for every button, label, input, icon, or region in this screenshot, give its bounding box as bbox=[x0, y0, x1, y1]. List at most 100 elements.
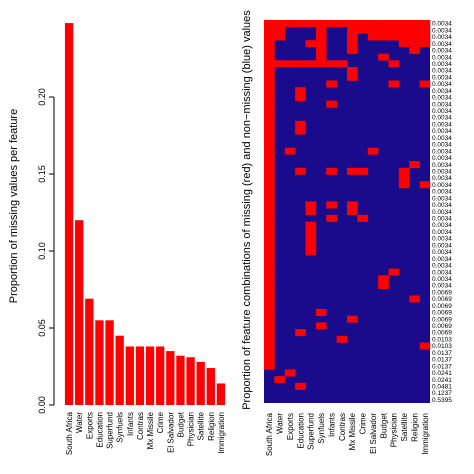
heatmap-cell-missing bbox=[315, 40, 327, 48]
heatmap-row-label: 0.0034 bbox=[432, 168, 452, 175]
bar-x-tick-label: Superfund bbox=[106, 412, 115, 449]
heatmap-cell-missing bbox=[347, 315, 358, 323]
heatmap-row-label: 0.0034 bbox=[432, 155, 452, 162]
heatmap-cell-missing bbox=[305, 235, 317, 243]
heatmap-row-label: 0.0034 bbox=[432, 81, 452, 88]
heatmap-row-label: 0.0034 bbox=[432, 249, 452, 256]
heatmap-cell-missing bbox=[264, 33, 275, 41]
heatmap-cell-missing bbox=[264, 288, 275, 296]
heatmap-cell-missing bbox=[264, 127, 275, 135]
heatmap-cell-missing bbox=[264, 53, 275, 61]
heatmap-cell-missing bbox=[264, 355, 275, 363]
heatmap-cell-missing bbox=[315, 53, 327, 61]
heatmap-cell-missing bbox=[347, 33, 358, 41]
heatmap-cell-missing bbox=[264, 161, 275, 169]
bar-chart-y-axis: 0.00 0.05 0.10 0.15 0.20 bbox=[37, 88, 55, 414]
bar-x-tick-label: Physician bbox=[187, 412, 196, 446]
heatmap-cell-missing bbox=[388, 20, 400, 28]
heatmap-cell-missing bbox=[264, 282, 275, 290]
heatmap-cell-missing bbox=[409, 26, 420, 34]
heatmap-cell-missing bbox=[295, 20, 306, 28]
heatmap-cell-missing bbox=[264, 194, 275, 202]
heatmap-cell-missing bbox=[264, 255, 275, 263]
heatmap-row-label: 0.0034 bbox=[432, 195, 452, 202]
bar-15 bbox=[206, 368, 215, 405]
heatmap-cell-missing bbox=[315, 46, 327, 54]
heatmap-cell-missing bbox=[388, 60, 400, 68]
heatmap-cell-missing bbox=[264, 73, 275, 81]
heatmap-cell-missing bbox=[367, 26, 379, 34]
heatmap-row-label: 0.0034 bbox=[432, 263, 452, 270]
heatmap-row-label: 0.0241 bbox=[432, 370, 452, 377]
heatmap-cell-missing bbox=[264, 295, 275, 303]
bar-y-tick-label: 0.00 bbox=[37, 396, 47, 414]
heatmap-row-label: 0.0034 bbox=[432, 222, 452, 229]
heatmap-cell-missing bbox=[264, 134, 275, 142]
heatmap-cell-missing bbox=[264, 241, 275, 249]
heatmap-cell-missing bbox=[264, 308, 275, 316]
bar-7 bbox=[125, 346, 134, 405]
heatmap-cell-missing bbox=[264, 120, 275, 128]
bar-x-tick-label: Crime bbox=[156, 411, 165, 433]
heatmap-row-label: 0.0034 bbox=[432, 108, 452, 115]
heatmap-cell-missing bbox=[419, 26, 431, 34]
heatmap-cell-missing bbox=[409, 295, 420, 303]
heatmap-cell-missing bbox=[264, 93, 275, 101]
heatmap-row-label: 0.5395 bbox=[432, 397, 452, 404]
bar-x-tick-label: Contras bbox=[136, 412, 145, 440]
heatmap-cell-missing bbox=[274, 33, 286, 41]
heatmap-cell-missing bbox=[264, 46, 275, 54]
heatmap-row-label: 0.0034 bbox=[432, 95, 452, 102]
heatmap-row-label: 0.0034 bbox=[432, 229, 452, 236]
heatmap-cell-missing bbox=[419, 40, 431, 48]
heatmap-row-label: 0.0103 bbox=[432, 343, 452, 350]
heatmap-row-label: 0.0034 bbox=[432, 242, 452, 249]
heatmap-row-label: 0.0481 bbox=[432, 384, 452, 391]
heatmap-row-label: 0.0034 bbox=[432, 276, 452, 283]
heatmap-row-label: 0.0069 bbox=[432, 330, 452, 337]
heatmap-cell-missing bbox=[347, 26, 358, 34]
bar-x-tick-label: Satellite bbox=[197, 411, 206, 440]
heatmap-row-label: 0.0034 bbox=[432, 175, 452, 182]
heatmap-cell-missing bbox=[305, 60, 317, 68]
heatmap-row-label: 0.0034 bbox=[432, 115, 452, 122]
heatmap-cell-missing bbox=[305, 208, 317, 216]
heatmap-row-label: 0.0034 bbox=[432, 41, 452, 48]
heatmap-column-label: Superfund bbox=[307, 413, 316, 450]
heatmap-cell-missing bbox=[409, 40, 420, 48]
bar-x-tick-label: Water bbox=[75, 412, 84, 433]
bar-y-tick-label: 0.10 bbox=[37, 242, 47, 260]
heatmap-cell-missing bbox=[284, 369, 296, 377]
missing-pattern-heatmap: Proportion of feature combinations of mi… bbox=[241, 10, 452, 456]
bar-13 bbox=[186, 357, 195, 405]
heatmap-cell-missing bbox=[264, 362, 275, 370]
heatmap-cell-missing bbox=[264, 335, 275, 343]
heatmap-cell-missing bbox=[336, 60, 348, 68]
bar-y-tick-label: 0.20 bbox=[37, 88, 47, 106]
bar-chart-x-tick-labels: South Africa Water Exports Education Superfu… bbox=[65, 411, 226, 455]
heatmap-cell-missing bbox=[378, 26, 389, 34]
bar-x-tick-label: Infants bbox=[126, 412, 135, 436]
heatmap-cell-missing bbox=[315, 20, 327, 28]
heatmap-cell-missing bbox=[398, 33, 410, 41]
heatmap-cell-missing bbox=[264, 275, 275, 283]
heatmap-cell-missing bbox=[264, 235, 275, 243]
heatmap-cell-missing bbox=[336, 335, 348, 343]
bar-11 bbox=[166, 351, 175, 405]
heatmap-cell-missing bbox=[315, 33, 327, 41]
heatmap-cell-missing bbox=[274, 376, 286, 384]
heatmap-cell-missing bbox=[326, 100, 337, 108]
heatmap-cell-missing bbox=[347, 167, 358, 175]
bar-16 bbox=[216, 383, 226, 405]
heatmap-row-label: 0.0034 bbox=[432, 88, 452, 95]
heatmap-cell-missing bbox=[264, 214, 275, 222]
heatmap-cell-missing bbox=[409, 46, 420, 54]
heatmap-cell-missing bbox=[326, 60, 337, 68]
heatmap-cell-missing bbox=[336, 20, 348, 28]
heatmap-row-label: 0.0034 bbox=[432, 209, 452, 216]
heatmap-column-label: Budget bbox=[379, 412, 388, 438]
heatmap-cell-missing bbox=[378, 275, 389, 283]
heatmap-cell-missing bbox=[315, 60, 327, 68]
heatmap-cell-missing bbox=[378, 282, 389, 290]
